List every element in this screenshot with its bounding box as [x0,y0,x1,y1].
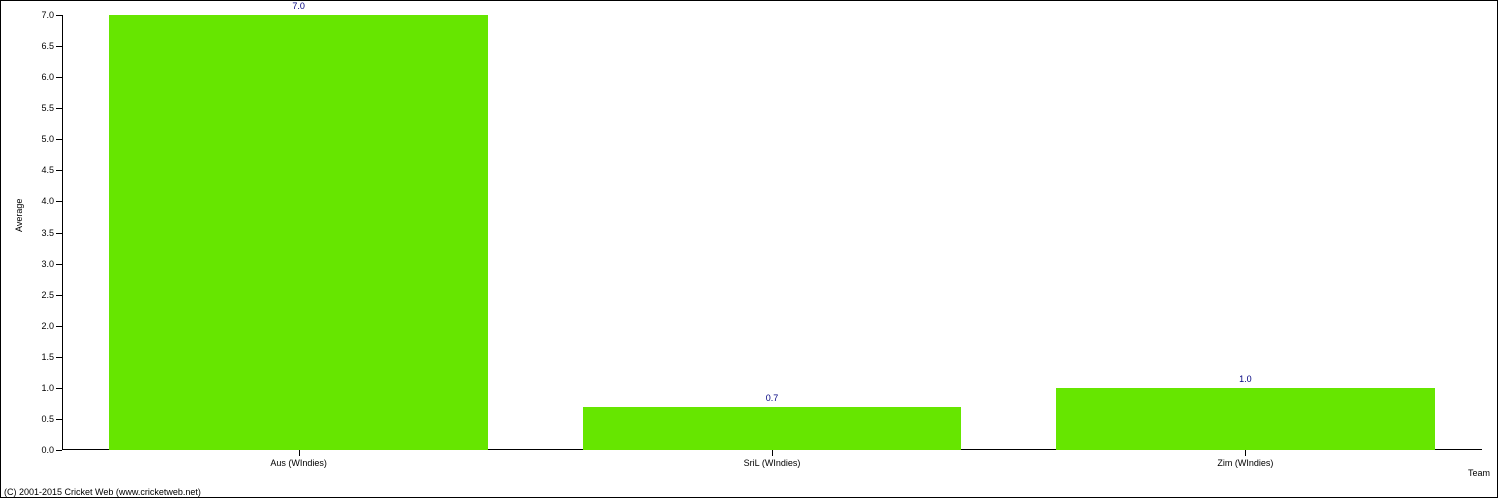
y-tick-label: 2.0 [41,321,54,331]
y-tick [56,233,62,234]
bar-value-label: 7.0 [292,1,305,11]
x-tick-label: Zim (WIndies) [1217,458,1273,468]
bar-value-label: 0.7 [766,393,779,403]
y-tick-label: 5.5 [41,103,54,113]
x-tick-label: Aus (WIndies) [270,458,327,468]
x-tick [299,450,300,456]
bar: 7.0 [109,15,488,450]
y-tick [56,419,62,420]
y-tick-label: 4.0 [41,196,54,206]
x-tick [1245,450,1246,456]
y-axis-label: Average [14,199,24,232]
plot-area: 0.00.51.01.52.02.53.03.54.04.55.05.56.06… [62,15,1482,450]
y-tick [56,46,62,47]
x-axis-label: Team [1468,468,1490,478]
y-tick-label: 7.0 [41,10,54,20]
y-tick [56,326,62,327]
y-tick-label: 1.5 [41,352,54,362]
x-tick [772,450,773,456]
bar-value-label: 1.0 [1239,374,1252,384]
y-tick-label: 6.5 [41,41,54,51]
copyright-text: (C) 2001-2015 Cricket Web (www.cricketwe… [4,487,201,497]
y-tick [56,357,62,358]
y-tick [56,295,62,296]
bar: 0.7 [583,407,962,451]
y-tick-label: 1.0 [41,383,54,393]
y-tick-label: 4.5 [41,165,54,175]
y-tick-label: 3.0 [41,259,54,269]
y-tick [56,388,62,389]
y-tick-label: 5.0 [41,134,54,144]
x-tick-label: SriL (WIndies) [744,458,801,468]
y-tick [56,201,62,202]
bar: 1.0 [1056,388,1435,450]
y-tick [56,77,62,78]
y-tick-label: 0.0 [41,445,54,455]
y-tick-label: 6.0 [41,72,54,82]
y-tick-label: 3.5 [41,228,54,238]
y-tick [56,450,62,451]
y-tick [56,15,62,16]
y-tick [56,170,62,171]
y-tick [56,139,62,140]
y-tick [56,264,62,265]
y-tick [56,108,62,109]
y-axis [62,15,63,450]
y-tick-label: 2.5 [41,290,54,300]
y-tick-label: 0.5 [41,414,54,424]
